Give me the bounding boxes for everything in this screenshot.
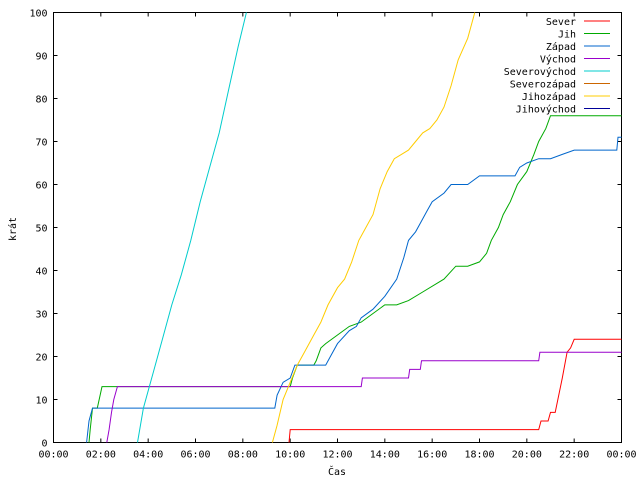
y-tick-label: 60 <box>35 181 47 192</box>
x-tick-label: 18:00 <box>464 450 494 461</box>
series-line-jih <box>88 115 622 443</box>
x-tick-label: 08:00 <box>228 450 258 461</box>
legend-label: Jihozápad <box>522 91 576 103</box>
y-tick-label: 0 <box>41 439 47 450</box>
y-tick-label: 30 <box>35 310 47 321</box>
x-axis-title: Čas <box>328 465 346 478</box>
legend: Sever JihZápadVýchodSeverovýchodSeverozáp… <box>504 17 610 116</box>
legend-label: Severovýchod <box>504 66 576 78</box>
y-tick-label: 100 <box>29 9 47 20</box>
x-tick-label: 22:00 <box>559 450 589 461</box>
x-tick-label: 06:00 <box>180 450 210 461</box>
y-tick-label: 50 <box>35 224 47 235</box>
legend-label: Sever <box>546 17 576 28</box>
x-tick-label: 10:00 <box>275 450 305 461</box>
x-tick-label: 04:00 <box>133 450 163 461</box>
series-line-sever <box>288 338 622 443</box>
x-tick-label: 00:00 <box>606 450 636 461</box>
series-lines <box>86 12 622 443</box>
x-tick-label: 02:00 <box>86 450 116 461</box>
legend-label: Jih <box>558 30 576 41</box>
x-tick-label: 14:00 <box>370 450 400 461</box>
legend-label: Jihovýchod <box>516 104 576 116</box>
series-line-východ <box>106 351 622 443</box>
y-axis-title: krát <box>7 217 19 241</box>
y-tick-label: 20 <box>35 353 47 364</box>
axis-ticks: 0 10 20 30 40 50 60 70 80 90 100 00:00 02:00 04:00 06:… <box>29 9 636 461</box>
y-tick-label: 40 <box>35 267 47 278</box>
x-tick-label: 00:00 <box>38 450 68 461</box>
y-tick-label: 90 <box>35 52 47 63</box>
y-tick-label: 80 <box>35 95 47 106</box>
legend-label: Západ <box>546 41 576 53</box>
legend-label: Východ <box>540 54 576 66</box>
series-line-jihozápad <box>271 12 476 443</box>
x-tick-label: 12:00 <box>322 450 352 461</box>
y-tick-label: 10 <box>35 396 47 407</box>
x-tick-label: 20:00 <box>512 450 542 461</box>
y-tick-label: 70 <box>35 138 47 149</box>
series-line-západ <box>86 136 622 443</box>
series-line-severovýchod <box>137 12 247 443</box>
legend-label: Severozápad <box>510 79 576 91</box>
x-tick-label: 16:00 <box>417 450 447 461</box>
